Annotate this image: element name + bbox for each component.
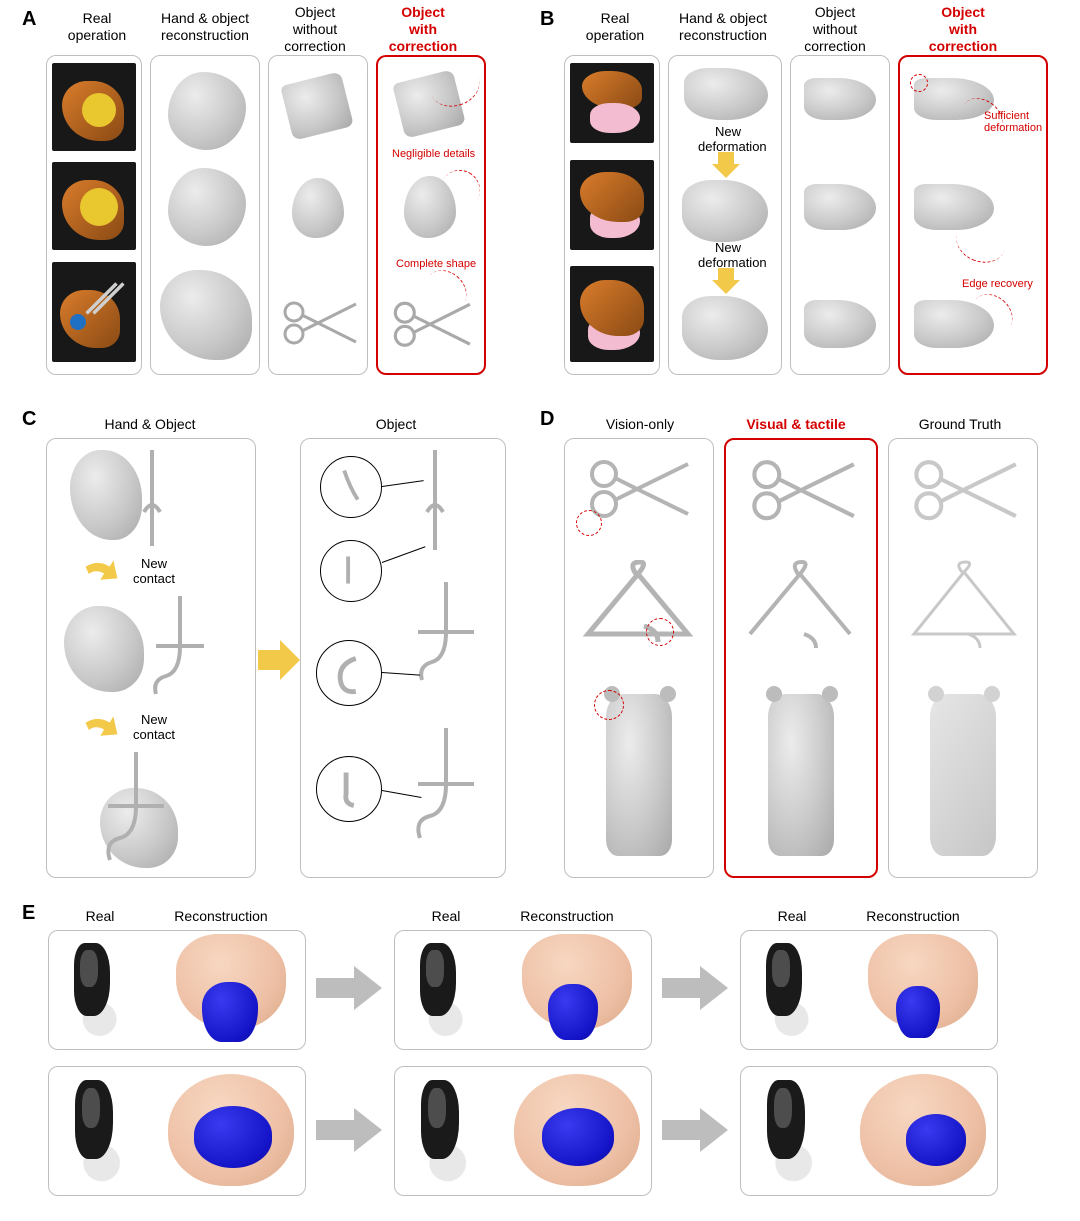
panel-c-obj-0	[420, 448, 450, 558]
panel-b-step-0: Newdeformation	[698, 124, 758, 154]
panel-e-obj-11	[542, 1108, 614, 1166]
panel-e-h2-real: Real	[762, 908, 822, 925]
panel-d-marker-2	[594, 690, 624, 720]
panel-c-step-1: Newcontact	[124, 712, 184, 742]
panel-b-col1-header: Hand & objectreconstruction	[668, 10, 778, 44]
panel-c-detail-1	[320, 540, 382, 602]
panel-e-arrow-r1-0	[316, 1108, 382, 1157]
panel-c-big-arrow	[258, 640, 300, 685]
panel-a-photo-1	[52, 162, 136, 250]
panel-c-col1-header: Object	[346, 416, 446, 433]
panel-a-photo-0	[52, 63, 136, 151]
panel-e-h2-recon: Reconstruction	[848, 908, 978, 925]
panel-c-hanger-1	[150, 596, 210, 706]
panel-e-obj-01	[548, 984, 598, 1040]
panel-e-obj-12	[906, 1114, 966, 1166]
panel-d-bottle-ear-r1	[822, 686, 838, 702]
panel-b-obj-nc-0	[804, 78, 876, 120]
panel-a-obj-nc-1	[292, 178, 344, 238]
panel-c-obj-1	[406, 580, 486, 690]
panel-e-h0-real: Real	[70, 908, 130, 925]
panel-b-annot-1: Edge recovery	[962, 278, 1033, 290]
panel-d-col2-header: Ground Truth	[900, 416, 1020, 433]
panel-b-marker-0	[910, 74, 928, 92]
panel-d-marker-0	[576, 510, 602, 536]
panel-e-h0-recon: Reconstruction	[156, 908, 286, 925]
panel-b-photo-0	[570, 63, 654, 143]
panel-a-photo-2	[52, 262, 136, 362]
panel-a-col2-header: Objectwithoutcorrection	[270, 4, 360, 54]
panel-a-annot-1: Complete shape	[396, 258, 476, 270]
panel-label-b: B	[540, 8, 554, 31]
panel-a-col3-header: Objectwithcorrection	[378, 4, 468, 54]
panel-e-depth-11	[404, 1074, 488, 1188]
panel-b-col0-header: Realoperation	[570, 10, 660, 44]
panel-e-depth-12	[750, 1074, 834, 1188]
panel-label-d: D	[540, 408, 554, 431]
panel-b-mesh-0	[684, 68, 768, 120]
panel-e-arrow-r0-1	[662, 966, 728, 1015]
panel-b-step-1: Newdeformation	[698, 240, 758, 270]
panel-e-obj-02	[896, 986, 940, 1038]
panel-a-col0-header: Realoperation	[52, 10, 142, 44]
panel-e-obj-00	[202, 982, 258, 1042]
panel-b-mesh-1	[682, 180, 768, 242]
panel-c-hanger-2	[96, 752, 176, 872]
panel-d-bottle-ear-r2	[984, 686, 1000, 702]
panel-c-step-0: Newcontact	[124, 556, 184, 586]
panel-e-depth-10	[58, 1074, 142, 1188]
panel-d-r1c0	[578, 560, 698, 660]
panel-d-col1-header: Visual & tactile	[726, 416, 866, 433]
panel-b-photo-1	[570, 160, 654, 250]
panel-d-r2c1	[768, 694, 834, 856]
panel-label-c: C	[22, 408, 36, 431]
panel-c-hanger-0	[140, 450, 164, 560]
panel-label-a: A	[22, 8, 36, 31]
panel-b-arrow-1	[712, 268, 740, 299]
panel-e-h1-real: Real	[416, 908, 476, 925]
panel-d-r0c2	[906, 456, 1020, 522]
panel-c-obj-2	[406, 726, 486, 856]
panel-c-col0-header: Hand & Object	[80, 416, 220, 433]
panel-e-arrow-r0-0	[316, 966, 382, 1015]
panel-c-detail-0	[320, 456, 382, 518]
panel-b-arrow-0	[712, 152, 740, 183]
panel-e-depth-02	[750, 938, 830, 1042]
panel-d-marker-1	[646, 618, 674, 646]
panel-d-r0c0	[582, 456, 692, 522]
panel-label-e: E	[22, 902, 35, 925]
panel-e-depth-01	[404, 938, 484, 1042]
panel-b-obj-nc-2	[804, 300, 876, 348]
panel-d-col0-header: Vision-only	[580, 416, 700, 433]
panel-b-col2-header: Objectwithoutcorrection	[790, 4, 880, 54]
panel-d-r2c2	[930, 694, 996, 856]
panel-d-bottle-ear-l1	[766, 686, 782, 702]
panel-c-detail-2	[316, 640, 382, 706]
panel-b-col3-header: Objectwithcorrection	[898, 4, 1028, 54]
panel-d-r1c1	[740, 560, 860, 660]
panel-c-detail-3	[316, 756, 382, 822]
panel-b-obj-nc-1	[804, 184, 876, 230]
panel-e-h1-recon: Reconstruction	[502, 908, 632, 925]
panel-e-arrow-r1-1	[662, 1108, 728, 1157]
panel-a-col1-header: Hand & objectreconstruction	[150, 10, 260, 44]
panel-d-bottle-ear-l2	[928, 686, 944, 702]
panel-a-annot-0: Negligible details	[392, 148, 475, 160]
panel-b-photo-2	[570, 266, 654, 362]
panel-d-bottle-ear-r0	[660, 686, 676, 702]
panel-a-obj-nc-2	[278, 298, 358, 348]
panel-b-mesh-2	[682, 296, 768, 360]
panel-d-r0c1	[744, 456, 858, 522]
panel-e-depth-00	[58, 938, 138, 1042]
panel-e-obj-10	[194, 1106, 272, 1168]
panel-d-r1c2	[904, 560, 1024, 660]
